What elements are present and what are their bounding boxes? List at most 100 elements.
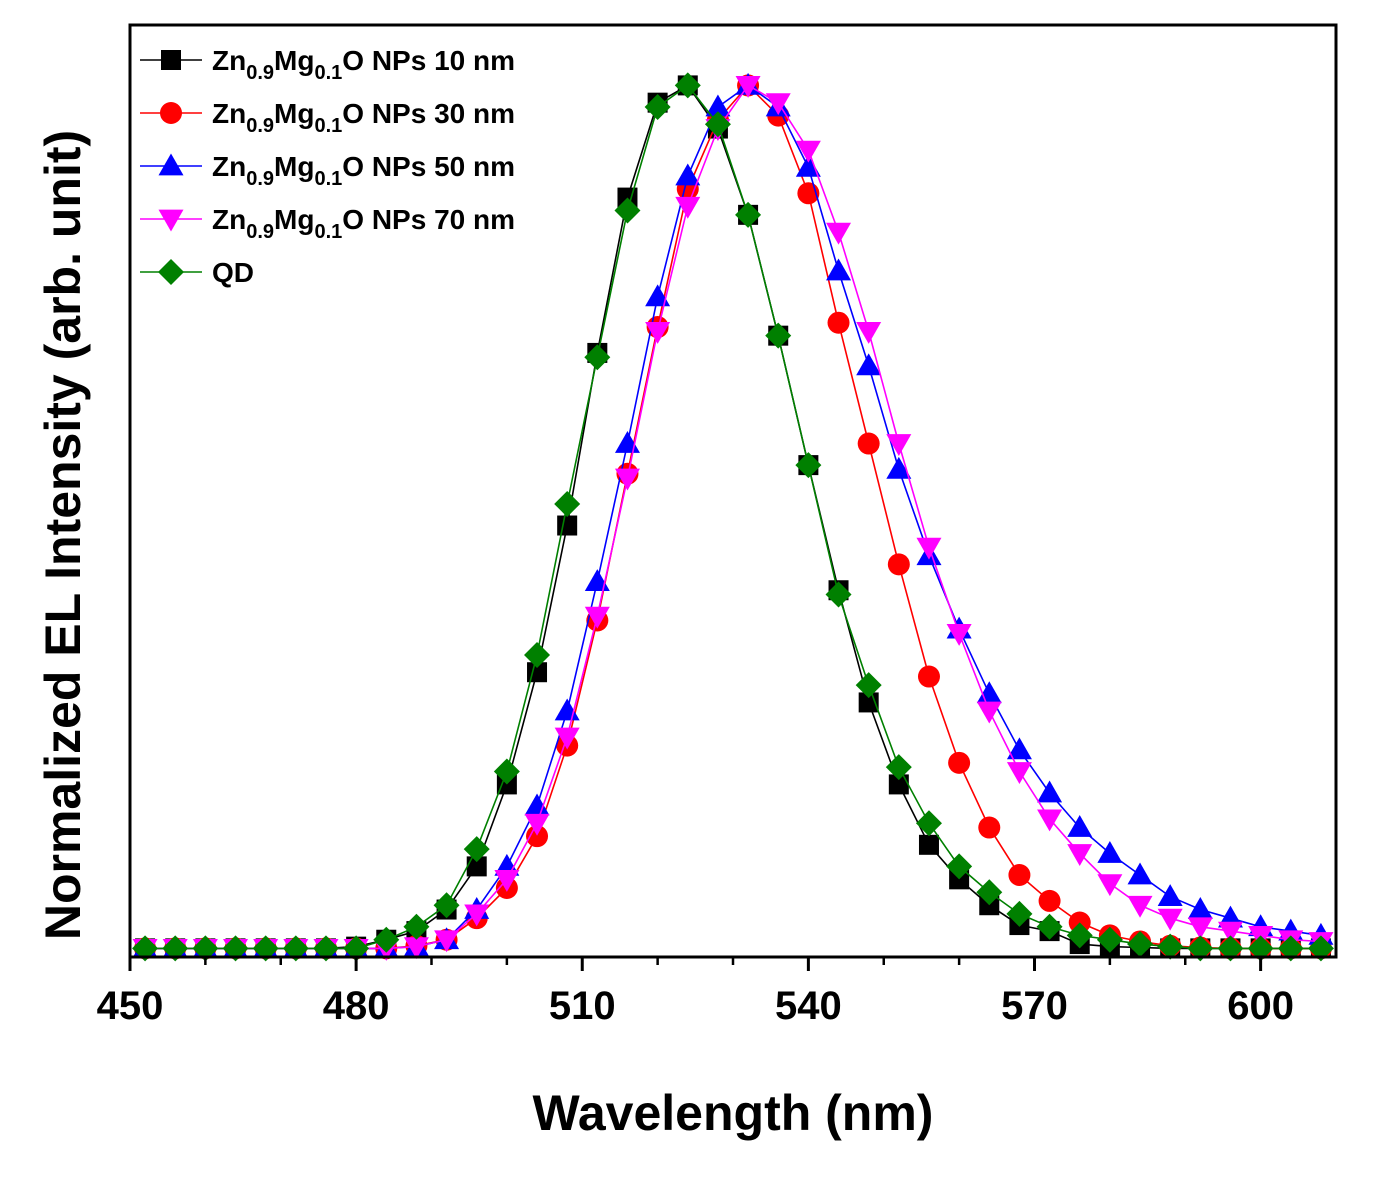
x-tick-label: 540: [775, 984, 842, 1028]
legend-item: Zn0.9Mg0.1O NPs 70 nm: [140, 204, 515, 243]
data-point: [1277, 935, 1304, 962]
data-point: [1038, 889, 1061, 912]
data-point: [675, 163, 701, 186]
data-point: [645, 284, 671, 307]
legend-item: Zn0.9Mg0.1O NPs 50 nm: [140, 151, 515, 190]
legend-item: Zn0.9Mg0.1O NPs 30 nm: [140, 98, 515, 137]
data-point: [675, 196, 701, 219]
data-point: [343, 935, 370, 962]
legend-marker: [158, 209, 184, 232]
data-point: [1127, 895, 1153, 918]
data-point: [252, 935, 279, 962]
data-point: [976, 701, 1002, 724]
data-point: [1036, 913, 1063, 940]
data-point: [1127, 862, 1153, 885]
data-point: [1037, 809, 1063, 832]
data-point: [735, 201, 762, 228]
data-point: [614, 197, 641, 224]
data-point: [1006, 762, 1032, 784]
data-point: [1187, 897, 1213, 919]
data-point: [825, 581, 852, 608]
series-line: [145, 84, 1321, 950]
data-point: [915, 810, 942, 837]
data-point: [403, 913, 430, 940]
data-point: [1066, 922, 1093, 949]
data-point: [1097, 874, 1123, 897]
x-tick-label: 510: [549, 984, 616, 1028]
plot-series: [132, 72, 1334, 962]
x-tick-label: 570: [1001, 984, 1068, 1028]
data-point: [557, 515, 578, 536]
data-point: [887, 553, 910, 576]
data-point: [795, 154, 821, 177]
series-5: [132, 72, 1334, 962]
data-point: [795, 140, 821, 163]
data-point: [644, 93, 671, 120]
data-point: [554, 490, 581, 517]
legend-label: QD: [212, 257, 254, 288]
x-tick-label: 450: [97, 984, 164, 1028]
data-point: [946, 624, 972, 646]
data-point: [132, 935, 159, 962]
legend-marker: [158, 259, 184, 285]
legend-item: Zn0.9Mg0.1O NPs 10 nm: [140, 45, 515, 84]
legend-item: QD: [140, 257, 254, 288]
data-point: [886, 456, 912, 479]
data-point: [524, 641, 551, 668]
legend: Zn0.9Mg0.1O NPs 10 nm Zn0.9Mg0.1O NPs 30 …: [140, 45, 515, 288]
data-point: [704, 111, 731, 138]
legend-marker: [158, 153, 184, 176]
data-point: [976, 681, 1002, 704]
data-point: [978, 816, 1001, 839]
data-point: [735, 76, 761, 98]
data-point: [1157, 884, 1183, 906]
data-point: [1006, 900, 1033, 927]
data-point: [584, 344, 611, 371]
data-point: [312, 935, 339, 962]
data-point: [826, 258, 852, 281]
data-point: [1217, 921, 1243, 944]
data-point: [222, 935, 249, 962]
legend-label: Zn0.9Mg0.1O NPs 70 nm: [212, 204, 515, 243]
x-axis-ticks: 450 480 510 540 570 600: [97, 957, 1294, 1028]
data-point: [1127, 931, 1154, 958]
data-point: [1187, 917, 1213, 940]
data-point: [916, 537, 942, 560]
legend-marker: [161, 50, 181, 70]
data-point: [1067, 844, 1093, 866]
data-point: [1157, 933, 1184, 960]
data-point: [1096, 926, 1123, 953]
data-point: [918, 834, 939, 855]
data-point: [826, 222, 852, 245]
data-point: [433, 892, 460, 919]
data-point: [1187, 935, 1214, 962]
data-point: [795, 452, 822, 479]
data-point: [886, 434, 912, 457]
y-axis-label: Normalized EL Intensity (arb. unit): [35, 130, 91, 940]
data-point: [1217, 935, 1244, 962]
x-axis-label: Wavelength (nm): [533, 1085, 934, 1141]
data-point: [464, 904, 490, 927]
data-point: [466, 856, 487, 877]
data-point: [526, 825, 549, 848]
data-point: [888, 774, 909, 795]
data-point: [645, 321, 671, 344]
data-point: [946, 853, 973, 880]
data-point: [282, 935, 309, 962]
data-point: [192, 935, 219, 962]
data-point: [1006, 737, 1032, 760]
legend-label: Zn0.9Mg0.1O NPs 50 nm: [212, 151, 515, 190]
data-point: [856, 321, 882, 344]
data-point: [765, 322, 792, 349]
data-point: [584, 606, 610, 629]
data-point: [554, 727, 580, 750]
legend-label: Zn0.9Mg0.1O NPs 30 nm: [212, 98, 515, 137]
legend-label: Zn0.9Mg0.1O NPs 10 nm: [212, 45, 515, 84]
data-point: [403, 937, 429, 960]
data-point: [827, 311, 850, 334]
data-point: [494, 869, 520, 892]
data-point: [1307, 935, 1334, 962]
data-point: [373, 926, 400, 953]
data-point: [1097, 840, 1123, 863]
